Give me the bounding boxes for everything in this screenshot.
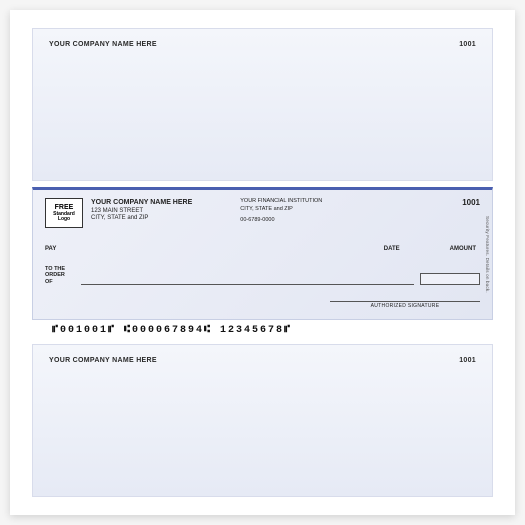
- security-strip: Security Features. Details on back.: [482, 200, 490, 308]
- logo-line3: Logo: [58, 217, 70, 223]
- bottom-stub: YOUR COMPANY NAME HERE 1001: [32, 344, 493, 497]
- top-stub: YOUR COMPANY NAME HERE 1001: [32, 28, 493, 181]
- pay-label: PAY: [45, 246, 69, 252]
- order-label: TO THE ORDER OF: [45, 266, 75, 284]
- bottom-stub-number: 1001: [459, 357, 476, 364]
- payee-line: [81, 284, 414, 285]
- order-row: TO THE ORDER OF: [45, 266, 480, 284]
- top-stub-company: YOUR COMPANY NAME HERE: [49, 41, 157, 48]
- company-street: 123 MAIN STREET: [91, 208, 192, 216]
- financial-institution-block: YOUR FINANCIAL INSTITUTION CITY, STATE a…: [240, 198, 322, 223]
- signature-label: AUTHORIZED SIGNATURE: [330, 303, 480, 309]
- amount-label: AMOUNT: [450, 246, 476, 252]
- date-label: DATE: [384, 246, 400, 252]
- check-page: YOUR COMPANY NAME HERE 1001 FREE Standar…: [10, 10, 515, 515]
- bottom-stub-header: YOUR COMPANY NAME HERE 1001: [49, 357, 476, 364]
- fin-name: YOUR FINANCIAL INSTITUTION: [240, 198, 322, 205]
- micr-line: ⑈001001⑈ ⑆000067894⑆ 12345678⑈: [32, 320, 493, 338]
- signature-line: [330, 301, 480, 302]
- check-section: FREE Standard Logo YOUR COMPANY NAME HER…: [32, 187, 493, 337]
- logo-placeholder: FREE Standard Logo: [45, 198, 83, 228]
- pay-row: PAY DATE AMOUNT: [45, 246, 480, 252]
- top-stub-number: 1001: [459, 41, 476, 48]
- company-csz: CITY, STATE and ZIP: [91, 215, 192, 223]
- fin-routing: 00-6789-0000: [240, 217, 322, 224]
- signature-block: AUTHORIZED SIGNATURE: [330, 301, 480, 309]
- fin-csz: CITY, STATE and ZIP: [240, 206, 322, 213]
- bottom-stub-company: YOUR COMPANY NAME HERE: [49, 357, 157, 364]
- company-name: YOUR COMPANY NAME HERE: [91, 198, 192, 207]
- check-top-row: FREE Standard Logo YOUR COMPANY NAME HER…: [45, 198, 480, 228]
- amount-box: [420, 273, 480, 285]
- top-stub-header: YOUR COMPANY NAME HERE 1001: [49, 41, 476, 48]
- check-number: 1001: [462, 198, 480, 207]
- check-body: FREE Standard Logo YOUR COMPANY NAME HER…: [32, 187, 493, 319]
- company-block: YOUR COMPANY NAME HERE 123 MAIN STREET C…: [91, 198, 192, 223]
- signature-row: AUTHORIZED SIGNATURE: [45, 301, 480, 309]
